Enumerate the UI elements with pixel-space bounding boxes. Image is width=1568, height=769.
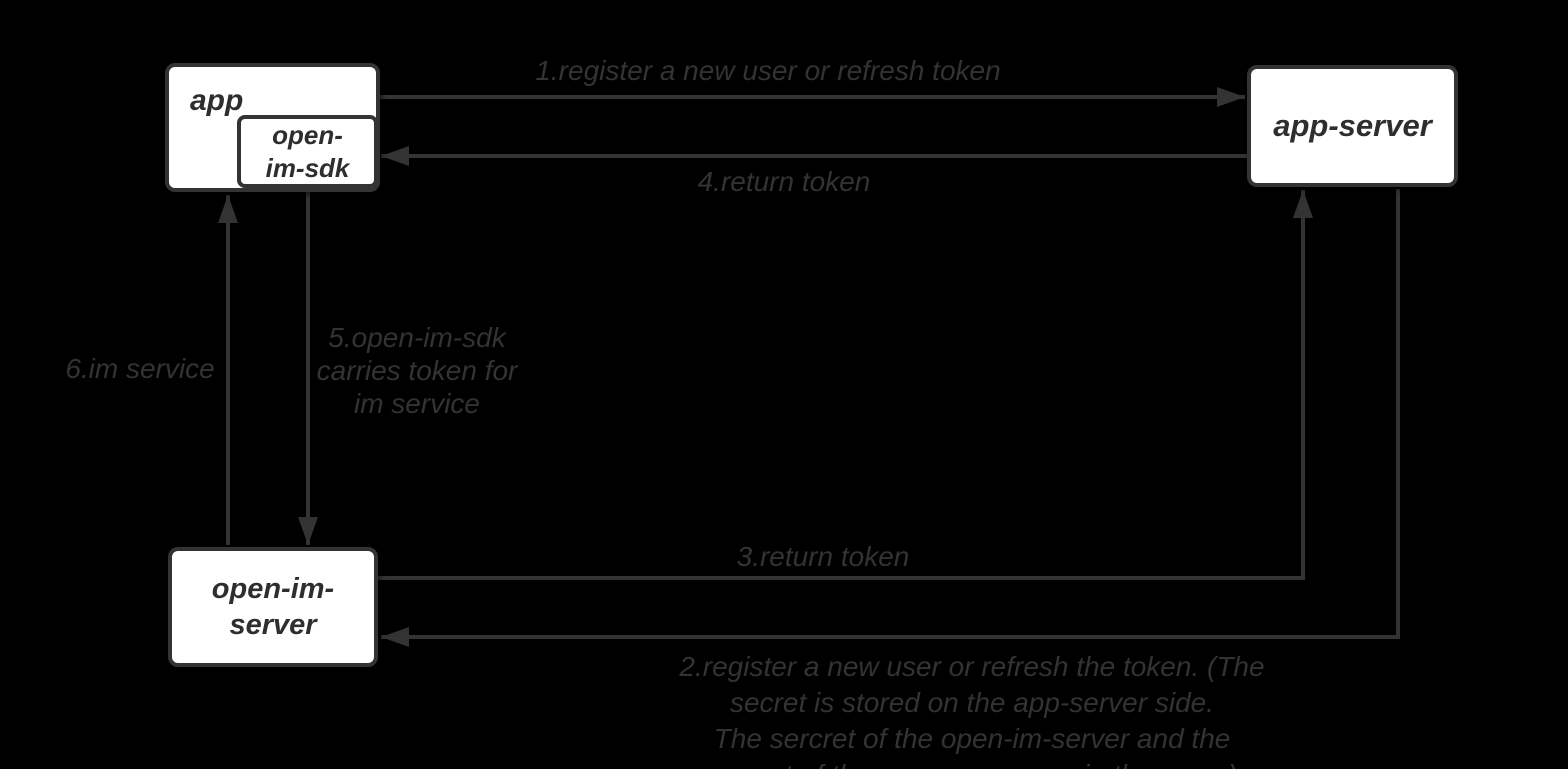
edge-label-return-token-4: 4.return token [697,166,871,197]
edge-label-return-token-3: 3.return token [736,541,910,572]
node-app-server-label: app-server [1273,108,1432,143]
node-app-server: app-server [1247,65,1458,187]
edge-label-register-new-user: 1.register a new user or refresh token [535,55,1001,86]
node-app-label: app [190,84,244,117]
edge-label-im-service: 6.im service [65,353,215,384]
node-open-im-server: open-im- server [168,547,378,667]
node-open-im-sdk: open- im-sdk [237,115,378,188]
edge-label-register-secret-note: 2.register a new user or refresh the tok… [679,651,1265,769]
arrow-2-register [381,189,1400,647]
node-open-im-sdk-label: open- im-sdk [265,119,350,183]
node-open-im-server-label: open-im- server [211,573,335,641]
arrow-3-return-token [378,190,1313,580]
edge-label-sdk-carries-token: 5.open-im-sdk carries token for im servi… [316,322,518,419]
